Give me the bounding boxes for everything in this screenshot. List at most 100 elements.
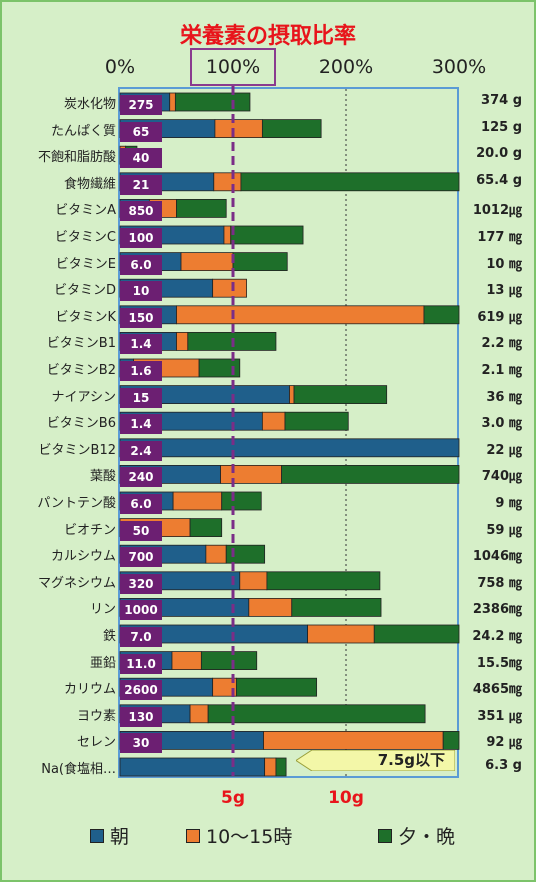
intake-value: 65.4 g <box>476 172 522 188</box>
intake-value: 10 ㎎ <box>486 256 522 272</box>
intake-value: 740㎍ <box>481 469 522 485</box>
bar-segment-evening <box>230 225 304 245</box>
bar-segment-midday <box>263 731 444 750</box>
salt-tick-label: 5g <box>221 788 245 808</box>
target-badge: 10 <box>120 281 162 302</box>
bar-segment-evening <box>232 252 288 272</box>
legend-label: 10〜15時 <box>206 826 293 848</box>
intake-value: 2.1 ㎎ <box>481 363 522 378</box>
legend-swatch <box>186 828 200 843</box>
target-badge: 700 <box>120 547 162 568</box>
intake-value: 36 ㎎ <box>486 389 522 405</box>
target-badge: 7.0 <box>120 627 162 647</box>
bar-segment-evening <box>281 464 460 484</box>
intake-value: 374 g <box>481 93 522 108</box>
row-label: ビタミンE <box>55 256 116 272</box>
intake-value: 13 ㎍ <box>486 283 522 299</box>
row-label: ビタミンK <box>55 309 116 325</box>
x-tick-label: 300% <box>431 56 487 78</box>
target-badge: 1.4 <box>120 414 162 435</box>
bar-segment-evening <box>225 544 266 564</box>
target-badge: 1.4 <box>120 334 162 355</box>
reference-highlight-box <box>190 48 276 86</box>
bar-segment-midday <box>261 411 286 431</box>
bar-segment-evening <box>423 305 460 325</box>
intake-value: 9 ㎎ <box>495 496 522 511</box>
legend-swatch <box>90 828 104 843</box>
intake-value: 1046㎎ <box>472 549 522 565</box>
intake-value: 20.0 g <box>476 146 522 162</box>
bar-segment-evening <box>174 92 251 112</box>
target-badge: 2.4 <box>120 440 162 461</box>
bar-segment-evening <box>261 119 322 138</box>
target-badge: 850 <box>120 201 162 222</box>
intake-value: 177 ㎎ <box>477 230 522 245</box>
row-label: 鉄 <box>102 629 116 644</box>
row-label: マグネシウム <box>37 575 116 591</box>
row-label: ビタミンC <box>54 230 116 245</box>
legend-label: 朝 <box>110 826 130 848</box>
row-label: Na(食塩相… <box>41 762 116 777</box>
row-label: ビオチン <box>63 522 116 538</box>
bar-segment-evening <box>189 518 223 537</box>
x-tick-label: 200% <box>318 56 374 78</box>
bar-segment-midday <box>220 464 282 484</box>
intake-value: 2386㎎ <box>472 602 522 618</box>
salt-limit-label: 7.5g以下 <box>377 751 445 769</box>
bar-segment-midday <box>189 704 209 724</box>
row-label: ビタミンB2 <box>46 363 116 378</box>
intake-value: 6.3 g <box>485 758 522 773</box>
intake-value: 758 ㎎ <box>477 575 522 591</box>
legend-item: 10〜15時 <box>186 822 292 849</box>
target-badge: 275 <box>120 95 162 115</box>
bar-segment-midday <box>248 598 293 617</box>
intake-value: 2.2 ㎎ <box>481 336 522 352</box>
target-badge: 65 <box>120 121 162 142</box>
intake-value: 3.0 ㎎ <box>481 416 522 432</box>
target-badge: 11.0 <box>120 653 162 674</box>
bar-segment-midday <box>176 305 425 325</box>
bar-segment-midday <box>307 624 375 644</box>
row-label: 炭水化物 <box>63 97 116 112</box>
x-axis-percent-labels: 0% 100% 200% 300% <box>0 0 536 90</box>
bar-segment-midday <box>223 225 232 245</box>
bar-segment-evening <box>291 598 382 617</box>
intake-value: 351 ㎍ <box>477 708 522 724</box>
row-label: ビタミンB6 <box>46 416 116 432</box>
target-badge: 2600 <box>120 680 162 701</box>
bar-segment-midday <box>264 757 277 777</box>
bar-segment-evening <box>240 172 460 192</box>
salt-tick-label: 10g <box>328 788 364 808</box>
row-label: セレン <box>76 735 116 751</box>
intake-value: 92 ㎍ <box>486 735 522 751</box>
bar-segment-midday <box>172 491 223 511</box>
row-label: たんぱく質 <box>50 123 116 139</box>
row-label: ビタミンB12 <box>38 442 116 458</box>
intake-value: 15.5㎎ <box>476 655 522 671</box>
row-label: ナイアシン <box>51 389 116 405</box>
row-label: 食物繊維 <box>63 176 116 192</box>
target-badge: 15 <box>120 387 162 408</box>
intake-value: 1012㎍ <box>472 203 522 219</box>
bar-segment-midday <box>180 252 234 272</box>
intake-value: 619 ㎍ <box>477 309 522 325</box>
bar-segment-morning <box>119 757 266 777</box>
target-badge: 100 <box>120 228 162 248</box>
target-badge: 320 <box>120 573 162 594</box>
target-badge: 21 <box>120 174 162 195</box>
target-badge: 240 <box>120 467 162 488</box>
row-label: カリウム <box>63 682 116 698</box>
x-tick-label: 100% <box>205 56 261 78</box>
bar-segment-midday <box>212 278 247 298</box>
target-badge: 30 <box>120 733 162 754</box>
row-label: リン <box>89 602 116 618</box>
intake-value: 4865㎎ <box>472 682 522 698</box>
salt-limit-arrow <box>296 750 455 771</box>
legend-item: 夕・晩 <box>378 822 455 849</box>
bar-segment-midday <box>171 651 202 670</box>
bar-segment-evening <box>442 731 460 750</box>
legend-swatch <box>378 828 392 843</box>
row-label: ビタミンD <box>53 283 116 299</box>
